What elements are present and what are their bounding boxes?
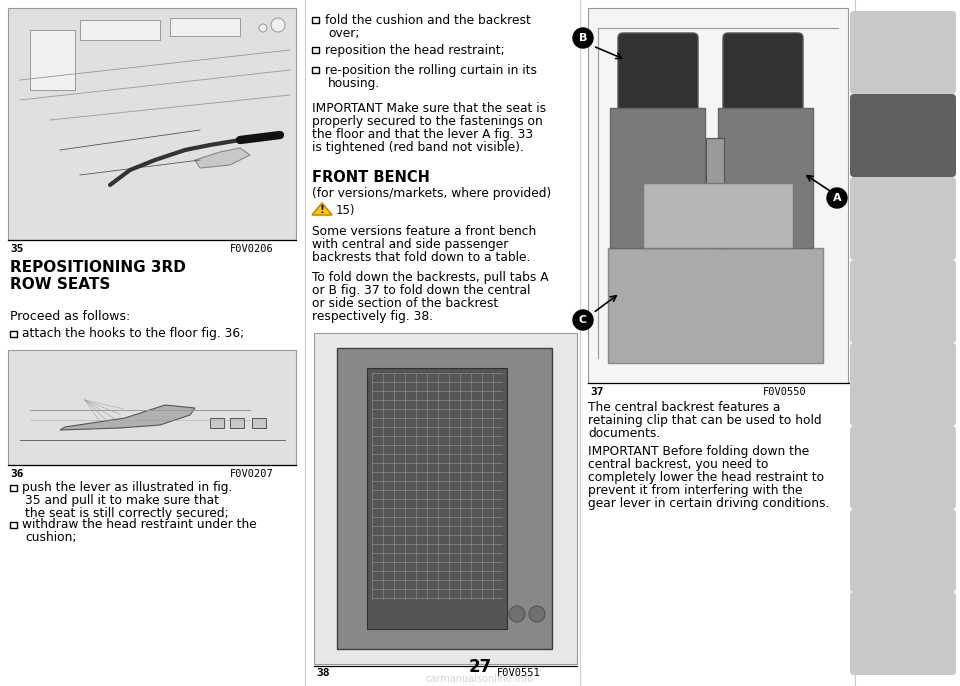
FancyBboxPatch shape <box>618 33 698 113</box>
Text: cushion;: cushion; <box>25 531 77 544</box>
Polygon shape <box>312 203 332 215</box>
Text: F0V0207: F0V0207 <box>230 469 274 479</box>
Text: over;: over; <box>328 27 359 40</box>
FancyBboxPatch shape <box>850 177 956 260</box>
FancyBboxPatch shape <box>850 509 956 592</box>
Text: withdraw the head restraint under the: withdraw the head restraint under the <box>22 518 256 531</box>
Text: the floor and that the lever A fig. 33: the floor and that the lever A fig. 33 <box>312 128 533 141</box>
FancyBboxPatch shape <box>850 94 956 177</box>
Text: 35: 35 <box>10 244 23 254</box>
Text: A: A <box>832 193 841 203</box>
Bar <box>337 348 552 649</box>
Text: F0V0206: F0V0206 <box>230 244 274 254</box>
Text: completely lower the head restraint to: completely lower the head restraint to <box>588 471 824 484</box>
Text: C: C <box>579 315 588 325</box>
Bar <box>314 333 577 664</box>
Text: reposition the head restraint;: reposition the head restraint; <box>325 44 505 57</box>
Polygon shape <box>195 148 250 168</box>
Text: retaining clip that can be used to hold: retaining clip that can be used to hold <box>588 414 822 427</box>
Circle shape <box>573 310 593 330</box>
Bar <box>10 331 16 338</box>
Text: attach the hooks to the floor fig. 36;: attach the hooks to the floor fig. 36; <box>22 327 244 340</box>
Circle shape <box>259 24 267 32</box>
Text: B: B <box>579 33 588 43</box>
Text: F0V0550: F0V0550 <box>763 387 806 397</box>
Bar <box>10 522 16 528</box>
Text: !: ! <box>320 205 324 215</box>
FancyBboxPatch shape <box>850 260 956 343</box>
Text: ROW SEATS: ROW SEATS <box>10 277 110 292</box>
Text: the seat is still correctly secured;: the seat is still correctly secured; <box>25 507 228 520</box>
Bar <box>80 20 160 40</box>
Text: push the lever as illustrated in fig.: push the lever as illustrated in fig. <box>22 481 232 494</box>
Text: To fold down the backrests, pull tabs A: To fold down the backrests, pull tabs A <box>312 271 548 284</box>
FancyBboxPatch shape <box>850 426 956 509</box>
Circle shape <box>509 606 525 622</box>
Text: IMPORTANT Make sure that the seat is: IMPORTANT Make sure that the seat is <box>312 102 546 115</box>
Bar <box>8 350 296 465</box>
Text: Some versions feature a front bench: Some versions feature a front bench <box>312 225 537 238</box>
Bar <box>170 18 240 36</box>
Text: 27: 27 <box>468 658 492 676</box>
FancyBboxPatch shape <box>850 11 956 94</box>
Text: 37: 37 <box>590 387 604 397</box>
Bar <box>608 248 823 363</box>
Bar <box>588 8 848 383</box>
Text: carmanualsonline.info: carmanualsonline.info <box>426 674 534 684</box>
Polygon shape <box>60 405 195 430</box>
Text: documents.: documents. <box>588 427 660 440</box>
Text: REPOSITIONING 3RD: REPOSITIONING 3RD <box>10 260 186 275</box>
Text: fold the cushion and the backrest: fold the cushion and the backrest <box>325 14 531 27</box>
Text: 38: 38 <box>316 668 329 678</box>
Text: respectively fig. 38.: respectively fig. 38. <box>312 310 433 323</box>
Text: (for versions/markets, where provided): (for versions/markets, where provided) <box>312 187 551 200</box>
Text: prevent it from interfering with the: prevent it from interfering with the <box>588 484 803 497</box>
Text: 15): 15) <box>336 204 355 217</box>
Text: or side section of the backrest: or side section of the backrest <box>312 297 498 310</box>
Text: with central and side passenger: with central and side passenger <box>312 238 509 251</box>
Bar <box>367 368 507 629</box>
Bar <box>210 418 224 428</box>
Bar <box>312 16 319 23</box>
Text: housing.: housing. <box>328 77 380 90</box>
Text: is tightened (red band not visible).: is tightened (red band not visible). <box>312 141 524 154</box>
Text: 36: 36 <box>10 469 23 479</box>
Bar <box>8 8 296 240</box>
Text: properly secured to the fastenings on: properly secured to the fastenings on <box>312 115 542 128</box>
Bar <box>230 418 244 428</box>
Bar <box>30 30 75 90</box>
Bar <box>610 108 705 248</box>
Text: F0V0551: F0V0551 <box>497 668 540 678</box>
FancyBboxPatch shape <box>850 343 956 426</box>
Text: or B fig. 37 to fold down the central: or B fig. 37 to fold down the central <box>312 284 530 297</box>
Circle shape <box>827 188 847 208</box>
Text: 35 and pull it to make sure that: 35 and pull it to make sure that <box>25 494 219 507</box>
Circle shape <box>529 606 545 622</box>
Bar <box>643 183 793 248</box>
Bar <box>706 138 724 248</box>
Text: FRONT BENCH: FRONT BENCH <box>312 170 430 185</box>
Text: The central backrest features a: The central backrest features a <box>588 401 780 414</box>
Bar <box>10 485 16 491</box>
Circle shape <box>573 28 593 48</box>
Text: backrests that fold down to a table.: backrests that fold down to a table. <box>312 251 530 264</box>
FancyBboxPatch shape <box>850 592 956 675</box>
Bar <box>312 47 319 54</box>
Text: central backrest, you need to: central backrest, you need to <box>588 458 769 471</box>
Text: gear lever in certain driving conditions.: gear lever in certain driving conditions… <box>588 497 829 510</box>
FancyBboxPatch shape <box>723 33 803 113</box>
Bar <box>252 418 266 428</box>
Text: Proceed as follows:: Proceed as follows: <box>10 310 131 323</box>
Bar <box>312 67 319 73</box>
Bar <box>718 108 813 248</box>
Text: re-position the rolling curtain in its: re-position the rolling curtain in its <box>325 64 537 77</box>
Circle shape <box>271 18 285 32</box>
Text: IMPORTANT Before folding down the: IMPORTANT Before folding down the <box>588 445 809 458</box>
